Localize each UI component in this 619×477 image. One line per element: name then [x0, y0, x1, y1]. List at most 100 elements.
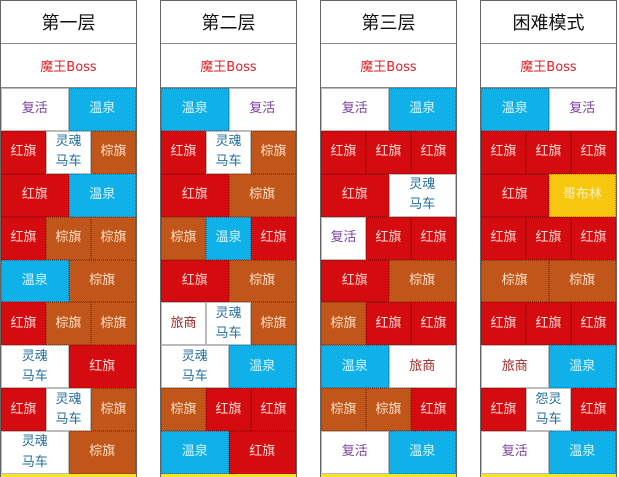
- brown-flag-room: 棕旗: [548, 259, 616, 303]
- hot-spring-room: 温泉: [548, 345, 616, 389]
- hot-spring-room: 温泉: [228, 345, 296, 389]
- red-flag-room: 红旗: [161, 130, 206, 174]
- brown-flag-room: 棕旗: [161, 388, 206, 432]
- red-flag-room: 红旗: [68, 345, 136, 389]
- red-flag-room: 红旗: [1, 302, 46, 346]
- boss-cell: 魔王Boss: [161, 44, 296, 88]
- brown-flag-room: 棕旗: [68, 431, 136, 474]
- carriage-room: 灵魂 马车: [1, 431, 69, 474]
- red-flag-room: 红旗: [411, 130, 456, 174]
- red-flag-room: 红旗: [206, 388, 251, 432]
- hot-spring-room: 温泉: [548, 431, 616, 474]
- carriage-room: 灵魂 马车: [206, 302, 251, 346]
- bottom-strip: [321, 474, 456, 477]
- floor-column-1: 第一层 魔王Boss 复活 温泉 红旗 灵魂 马车 棕旗 红旗 温泉 红旗 棕旗 棕旗 温泉 棕旗 红旗…: [0, 0, 137, 477]
- red-flag-room: 红旗: [481, 173, 549, 217]
- hard-mode-column: 困难模式 魔王Boss 温泉 复活 红旗 红旗 红旗 红旗 哥布林 红旗 红旗 红旗 棕旗 棕旗 红旗红…: [480, 0, 617, 477]
- revive-room: 复活: [548, 88, 616, 131]
- hot-spring-room: 温泉: [206, 216, 251, 260]
- brown-flag-room: 棕旗: [161, 216, 206, 260]
- red-flag-room: 红旗: [251, 216, 296, 260]
- goblin-room: 哥布林: [548, 173, 616, 217]
- red-flag-room: 红旗: [366, 216, 411, 260]
- red-flag-room: 红旗: [481, 302, 526, 346]
- brown-flag-room: 棕旗: [91, 302, 136, 346]
- carriage-room: 灵魂 马车: [161, 345, 229, 389]
- brown-flag-room: 棕旗: [46, 302, 91, 346]
- red-flag-room: 红旗: [481, 216, 526, 260]
- boss-cell: 魔王Boss: [481, 44, 616, 88]
- red-flag-room: 红旗: [251, 388, 296, 432]
- red-flag-room: 红旗: [526, 130, 571, 174]
- bottom-strip: [161, 474, 296, 477]
- hot-spring-room: 温泉: [388, 88, 456, 131]
- floor-title: 第一层: [1, 0, 136, 44]
- carriage-room: 灵魂 马车: [46, 388, 91, 432]
- brown-flag-room: 棕旗: [91, 388, 136, 432]
- brown-flag-room: 棕旗: [46, 216, 91, 260]
- red-flag-room: 红旗: [411, 302, 456, 346]
- brown-flag-room: 棕旗: [251, 302, 296, 346]
- carriage-room: 灵魂 马车: [206, 130, 251, 174]
- brown-flag-room: 棕旗: [228, 259, 296, 303]
- floor-title: 第二层: [161, 0, 296, 44]
- red-flag-room: 红旗: [571, 388, 616, 432]
- carriage-room: 灵魂 马车: [46, 130, 91, 174]
- brown-flag-room: 棕旗: [228, 173, 296, 217]
- brown-flag-room: 棕旗: [366, 388, 411, 432]
- red-flag-room: 红旗: [1, 216, 46, 260]
- brown-flag-room: 棕旗: [91, 130, 136, 174]
- red-flag-room: 红旗: [411, 216, 456, 260]
- red-flag-room: 红旗: [1, 388, 46, 432]
- hot-spring-room: 温泉: [68, 88, 136, 131]
- revive-room: 复活: [228, 88, 296, 131]
- red-flag-room: 红旗: [1, 130, 46, 174]
- red-flag-room: 红旗: [161, 173, 229, 217]
- red-flag-room: 红旗: [481, 130, 526, 174]
- boss-cell: 魔王Boss: [321, 44, 456, 88]
- red-flag-room: 红旗: [228, 431, 296, 474]
- bottom-strip: [481, 474, 616, 477]
- hot-spring-room: 温泉: [388, 431, 456, 474]
- red-flag-room: 红旗: [366, 130, 411, 174]
- room-grid: 温泉 复活 红旗 红旗 红旗 红旗 哥布林 红旗 红旗 红旗 棕旗 棕旗 红旗 红旗 红旗 旅商 温泉 红旗 怨灵 …: [481, 88, 616, 474]
- hot-spring-room: 温泉: [68, 173, 136, 217]
- red-flag-room: 红旗: [526, 216, 571, 260]
- red-flag-room: 红旗: [321, 259, 389, 303]
- brown-flag-room: 棕旗: [251, 130, 296, 174]
- red-flag-room: 红旗: [1, 173, 69, 217]
- revive-room: 复活: [481, 431, 549, 474]
- red-flag-room: 红旗: [366, 302, 411, 346]
- floor-column-2: 第二层 魔王Boss 温泉 复活 红旗 灵魂 马车 棕旗 红旗 棕旗 棕旗 温泉 红旗 红旗 棕旗 旅商…: [160, 0, 297, 477]
- red-flag-room: 红旗: [321, 173, 389, 217]
- revive-room: 复活: [1, 88, 69, 131]
- red-flag-room: 红旗: [571, 216, 616, 260]
- merchant-room: 旅商: [161, 302, 206, 346]
- red-flag-room: 红旗: [411, 388, 456, 432]
- brown-flag-room: 棕旗: [68, 259, 136, 303]
- hot-spring-room: 温泉: [1, 259, 69, 303]
- hot-spring-room: 温泉: [321, 345, 389, 389]
- red-flag-room: 红旗: [481, 388, 526, 432]
- merchant-room: 旅商: [388, 345, 456, 389]
- floor-title: 第三层: [321, 0, 456, 44]
- brown-flag-room: 棕旗: [321, 388, 366, 432]
- hot-spring-room: 温泉: [161, 431, 229, 474]
- room-grid: 温泉 复活 红旗 灵魂 马车 棕旗 红旗 棕旗 棕旗 温泉 红旗 红旗 棕旗 旅商 灵魂 马车 棕旗 灵魂 马…: [161, 88, 296, 474]
- brown-flag-room: 棕旗: [388, 259, 456, 303]
- red-flag-room: 红旗: [571, 130, 616, 174]
- revive-room: 复活: [321, 431, 389, 474]
- revive-room: 复活: [321, 216, 366, 260]
- hot-spring-room: 温泉: [161, 88, 229, 131]
- boss-cell: 魔王Boss: [1, 44, 136, 88]
- brown-flag-room: 棕旗: [321, 302, 366, 346]
- room-grid: 复活 温泉 红旗 灵魂 马车 棕旗 红旗 温泉 红旗 棕旗 棕旗 温泉 棕旗 红旗 棕旗 棕旗 灵魂 马车 红旗…: [1, 88, 136, 474]
- red-flag-room: 红旗: [526, 302, 571, 346]
- revive-room: 复活: [321, 88, 389, 131]
- bottom-strip: [1, 474, 136, 477]
- brown-flag-room: 棕旗: [481, 259, 549, 303]
- merchant-room: 旅商: [481, 345, 549, 389]
- carriage-room: 灵魂 马车: [388, 173, 456, 217]
- floor-column-3: 第三层 魔王Boss 复活 温泉 红旗 红旗 红旗 红旗 灵魂 马车 复活 红旗 红旗 红旗 棕旗 棕旗…: [320, 0, 457, 477]
- carriage-room: 灵魂 马车: [1, 345, 69, 389]
